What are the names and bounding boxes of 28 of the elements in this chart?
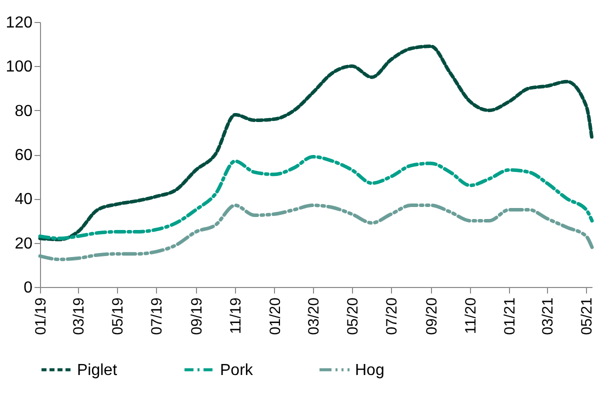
x-tick-label: 05/20 <box>344 298 362 336</box>
x-tick-label: 09/20 <box>423 298 440 336</box>
x-tick-label: 01/20 <box>266 298 284 336</box>
x-tick-label: 11/19 <box>228 298 245 334</box>
x-tick-label: 09/19 <box>188 298 206 336</box>
x-tick-label: 07/19 <box>148 298 166 336</box>
line-series <box>38 44 594 242</box>
y-tick-label: 20 <box>14 235 33 252</box>
y-tick-label: 100 <box>6 58 33 76</box>
x-tick-label: 03/20 <box>305 298 322 336</box>
y-tick-label: 40 <box>14 191 33 208</box>
line-series <box>38 154 594 240</box>
x-tick-label: 01/21 <box>502 298 519 336</box>
x-tick-label: 05/21 <box>578 298 596 336</box>
legend-label: Piglet <box>77 362 118 379</box>
x-tick-label: 03/21 <box>540 298 557 336</box>
legend-label: Pork <box>220 362 254 379</box>
line-series <box>38 204 594 262</box>
x-tick-label: 03/19 <box>70 298 88 336</box>
y-tick-label: 60 <box>14 147 33 164</box>
legend-label: Hog <box>355 362 384 379</box>
x-tick-label: 01/19 <box>32 298 50 336</box>
y-tick-label: 120 <box>6 14 33 32</box>
y-tick-label: 80 <box>14 102 33 120</box>
x-tick-label: 07/20 <box>384 298 401 336</box>
y-tick-label: 0 <box>24 280 33 296</box>
x-tick-label: 05/19 <box>110 298 127 336</box>
x-tick-label: 11/20 <box>462 298 480 334</box>
